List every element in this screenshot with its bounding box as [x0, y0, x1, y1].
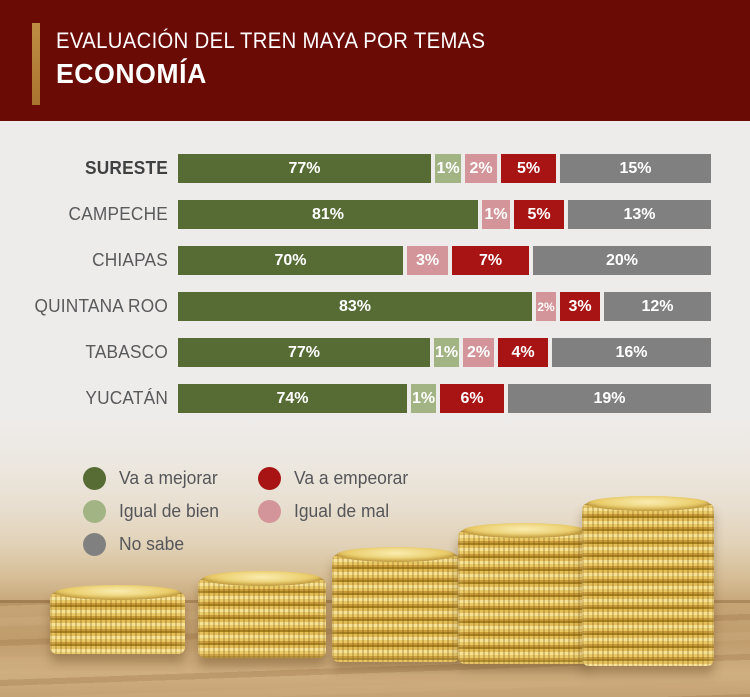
legend-item-va-a-mejorar: Va a mejorar	[83, 466, 221, 490]
row-label: TABASCO	[85, 342, 168, 362]
chart-row-sureste: SURESTE 77% 1% 2% 5% 15%	[0, 154, 750, 183]
legend-label: No sabe	[119, 533, 185, 554]
legend-dot-green-icon	[83, 466, 106, 490]
legend-label: Igual de mal	[294, 500, 390, 521]
segment-va-a-empeorar: 7%	[452, 246, 529, 275]
segment-va-a-empeorar: 4%	[498, 338, 548, 367]
row-label: CAMPECHE	[68, 204, 168, 224]
bar-sureste: 77% 1% 2% 5% 15%	[178, 154, 711, 183]
segment-va-a-mejorar: 77%	[178, 154, 431, 183]
chart-row-yucatan: YUCATÁN 74% 1% 6% 19%	[0, 384, 750, 413]
page-title: ECONOMÍA	[56, 57, 207, 89]
legend-dot-gray-icon	[83, 532, 106, 556]
segment-igual-de-bien: 1%	[435, 154, 461, 183]
segment-va-a-empeorar: 6%	[440, 384, 504, 413]
header-accent-bar	[32, 23, 40, 105]
segment-va-a-empeorar: 5%	[514, 200, 564, 229]
legend-label: Igual de bien	[119, 500, 220, 521]
segment-igual-de-mal: 1%	[482, 200, 510, 229]
segment-va-a-empeorar: 5%	[501, 154, 556, 183]
segment-igual-de-bien: 1%	[434, 338, 459, 367]
segment-va-a-empeorar: 3%	[560, 292, 600, 321]
segment-no-sabe: 15%	[560, 154, 711, 183]
legend-dot-lightgreen-icon	[83, 499, 106, 523]
bar-yucatan: 74% 1% 6% 19%	[178, 384, 711, 413]
coin-stack-3	[332, 547, 460, 662]
bar-chiapas: 70% 3% 7% 20%	[178, 246, 711, 275]
segment-no-sabe: 20%	[533, 246, 711, 275]
chart-row-tabasco: TABASCO 77% 1% 2% 4% 16%	[0, 338, 750, 367]
legend-dot-red-icon	[258, 466, 281, 490]
segment-igual-de-mal: 2%	[465, 154, 497, 183]
segment-igual-de-mal: 2%	[463, 338, 494, 367]
segment-no-sabe: 16%	[552, 338, 711, 367]
legend-item-va-a-empeorar: Va a empeorar	[258, 466, 412, 490]
chart-row-campeche: CAMPECHE 81% 1% 5% 13%	[0, 200, 750, 229]
segment-igual-de-mal: 3%	[407, 246, 448, 275]
legend-label: Va a mejorar	[119, 467, 218, 488]
bar-tabasco: 77% 1% 2% 4% 16%	[178, 338, 711, 367]
chart-row-chiapas: CHIAPAS 70% 3% 7% 20%	[0, 246, 750, 275]
legend-dot-pink-icon	[258, 499, 281, 523]
legend-item-no-sabe: No sabe	[83, 532, 186, 556]
coin-stack-1	[50, 585, 185, 654]
segment-va-a-mejorar: 81%	[178, 200, 478, 229]
segment-va-a-mejorar: 70%	[178, 246, 403, 275]
coin-stack-2	[198, 571, 326, 658]
coin-stack-4	[458, 523, 590, 664]
row-label: SURESTE	[85, 158, 168, 178]
segment-va-a-mejorar: 83%	[178, 292, 532, 321]
segment-no-sabe: 12%	[604, 292, 711, 321]
segment-igual-de-mal: 2%	[536, 292, 556, 321]
header-kicker: EVALUACIÓN DEL TREN MAYA POR TEMAS	[56, 28, 486, 53]
coin-stack-5	[582, 496, 714, 666]
segment-va-a-mejorar: 74%	[178, 384, 407, 413]
header: EVALUACIÓN DEL TREN MAYA POR TEMAS ECONO…	[0, 0, 750, 121]
segment-igual-de-bien: 1%	[411, 384, 436, 413]
bar-quintana-roo: 83% 2% 3% 12%	[178, 292, 711, 321]
legend-item-igual-de-mal: Igual de mal	[258, 499, 392, 523]
bar-campeche: 81% 1% 5% 13%	[178, 200, 711, 229]
segment-no-sabe: 13%	[568, 200, 711, 229]
row-label: CHIAPAS	[92, 250, 168, 270]
chart-row-quintana-roo: QUINTANA ROO 83% 2% 3% 12%	[0, 292, 750, 321]
legend-label: Va a empeorar	[294, 467, 409, 488]
legend-item-igual-de-bien: Igual de bien	[83, 499, 222, 523]
segment-no-sabe: 19%	[508, 384, 711, 413]
row-label: YUCATÁN	[85, 388, 168, 408]
row-label: QUINTANA ROO	[34, 296, 168, 316]
segment-va-a-mejorar: 77%	[178, 338, 430, 367]
